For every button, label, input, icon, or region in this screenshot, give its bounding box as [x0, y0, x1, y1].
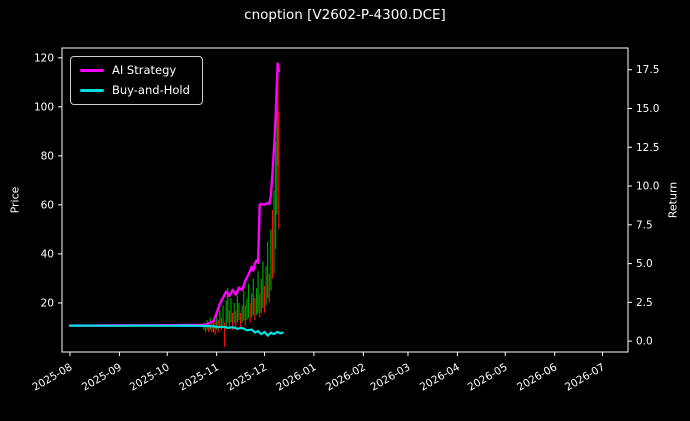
svg-text:2026-04: 2026-04 — [418, 361, 462, 393]
svg-text:2026-05: 2026-05 — [466, 361, 510, 393]
svg-text:2025-10: 2025-10 — [128, 361, 172, 393]
svg-text:40: 40 — [41, 248, 54, 260]
legend-item-ai-strategy: AI Strategy — [80, 64, 190, 77]
svg-text:2025-11: 2025-11 — [177, 361, 221, 393]
legend: AI Strategy Buy-and-Hold — [70, 56, 203, 105]
svg-text:20: 20 — [41, 297, 54, 309]
svg-text:100: 100 — [34, 101, 54, 113]
y-axis-label-price: Price — [8, 186, 22, 214]
svg-text:17.5: 17.5 — [636, 64, 659, 76]
svg-text:10.0: 10.0 — [636, 181, 659, 193]
svg-text:2026-02: 2026-02 — [324, 361, 368, 393]
legend-item-buy-and-hold: Buy-and-Hold — [80, 84, 190, 97]
svg-text:12.5: 12.5 — [636, 142, 659, 154]
svg-text:2026-01: 2026-01 — [274, 361, 318, 393]
svg-text:2026-07: 2026-07 — [563, 361, 607, 393]
chart-title: cnoption [V2602-P-4300.DCE] — [244, 7, 446, 23]
svg-text:60: 60 — [41, 199, 54, 211]
svg-text:2025-08: 2025-08 — [30, 361, 74, 393]
svg-text:0.0: 0.0 — [636, 336, 653, 348]
svg-text:2.5: 2.5 — [636, 297, 653, 309]
svg-text:2026-06: 2026-06 — [515, 361, 559, 393]
legend-label-buy-and-hold: Buy-and-Hold — [112, 83, 190, 97]
svg-text:2026-03: 2026-03 — [368, 361, 412, 393]
y-axis-label-return: Return — [666, 181, 680, 219]
buy-and-hold-line-icon — [80, 89, 104, 92]
svg-text:7.5: 7.5 — [636, 219, 653, 231]
svg-text:80: 80 — [41, 150, 54, 162]
svg-text:120: 120 — [34, 52, 54, 64]
legend-label-ai-strategy: AI Strategy — [112, 63, 177, 77]
svg-text:15.0: 15.0 — [636, 103, 659, 115]
ai-strategy-line-icon — [80, 69, 104, 72]
svg-text:2025-12: 2025-12 — [225, 361, 269, 393]
svg-text:2025-09: 2025-09 — [80, 361, 124, 393]
svg-text:5.0: 5.0 — [636, 258, 653, 270]
